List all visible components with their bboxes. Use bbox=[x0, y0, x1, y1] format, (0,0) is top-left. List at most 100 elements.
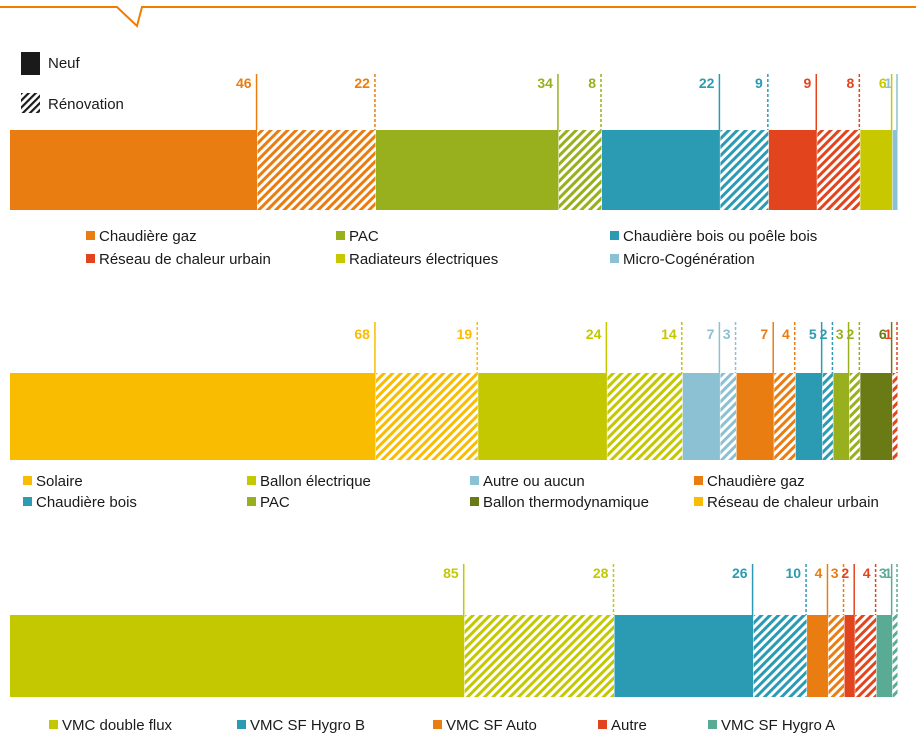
legend-swatch-0-radiateurs-electriques bbox=[336, 254, 345, 263]
value-label-0-micro-cogeneration-neuf: 1 bbox=[884, 75, 892, 91]
bar-segment-1-solaire-neuf bbox=[10, 373, 376, 460]
value-label-2-vmc-sf-hygro-a-neuf: 3 bbox=[879, 565, 887, 581]
legend-swatch-2-vmc-sf-hygro-a bbox=[708, 720, 717, 729]
bar-segment-2-vmc-sf-auto-renovation bbox=[828, 615, 845, 697]
bar-segment-1-chaudiere-bois-renovation bbox=[822, 373, 833, 460]
value-label-1-pac-renovation: 2 bbox=[847, 326, 855, 342]
legend-swatch-1-reseau-de-chaleur-urbain bbox=[694, 497, 703, 506]
bar-segment-0-pac-neuf bbox=[375, 130, 559, 210]
legend-swatch-2-autre bbox=[598, 720, 607, 729]
value-label-1-ballon-thermodynamique-neuf: 6 bbox=[879, 326, 887, 342]
legend-label-1-reseau-de-chaleur-urbain: Réseau de chaleur urbain bbox=[707, 494, 879, 511]
legend-label-1-autre-ou-aucun: Autre ou aucun bbox=[483, 473, 585, 490]
bar-segment-2-vmc-sf-hygro-b-neuf bbox=[614, 615, 754, 697]
bar-segment-1-ballon-electrique-renovation bbox=[607, 373, 683, 460]
legend-swatch-1-autre-ou-aucun bbox=[470, 476, 479, 485]
legend-swatch-0-micro-cogeneration bbox=[610, 254, 619, 263]
legend-label-1-ballon-thermodynamique: Ballon thermodynamique bbox=[483, 494, 649, 511]
legend-swatch-1-pac bbox=[247, 497, 256, 506]
value-label-0-chaudiere-gaz-renovation: 22 bbox=[354, 75, 370, 91]
value-label-0-chaudiere-bois-ou-poele-bois-neuf: 22 bbox=[699, 75, 715, 91]
value-label-2-vmc-double-flux-neuf: 85 bbox=[443, 565, 459, 581]
legend-label-0-chaudiere-gaz: Chaudière gaz bbox=[99, 228, 197, 245]
bar-segment-2-autre-neuf bbox=[844, 615, 855, 697]
bar-segment-1-chaudiere-bois-neuf bbox=[795, 373, 823, 460]
legend-label-0-pac: PAC bbox=[349, 228, 379, 245]
bar-segment-2-vmc-double-flux-renovation bbox=[464, 615, 614, 697]
legend-swatch-1-chaudiere-gaz bbox=[694, 476, 703, 485]
legend-swatch-1-chaudiere-bois bbox=[23, 497, 32, 506]
value-label-1-autre-ou-aucun-renovation: 3 bbox=[723, 326, 731, 342]
key-new-swatch bbox=[21, 52, 40, 75]
legend-label-2-vmc-double-flux: VMC double flux bbox=[62, 717, 173, 734]
bar-segment-0-chaudiere-bois-ou-poele-bois-renovation bbox=[720, 130, 769, 210]
bar-segment-0-chaudiere-bois-ou-poele-bois-neuf bbox=[602, 130, 720, 210]
bar-segment-0-pac-renovation bbox=[558, 130, 602, 210]
legend-label-0-radiateurs-electriques: Radiateurs électriques bbox=[349, 251, 498, 268]
value-label-0-pac-renovation: 8 bbox=[588, 75, 596, 91]
bar-segment-1-solaire-renovation bbox=[375, 373, 478, 460]
bar-segment-1-chaudiere-gaz-renovation bbox=[774, 373, 796, 460]
legend-label-1-chaudiere-gaz: Chaudière gaz bbox=[707, 473, 805, 490]
value-label-2-vmc-sf-hygro-b-renovation: 10 bbox=[785, 565, 801, 581]
value-label-1-chaudiere-bois-neuf: 5 bbox=[809, 326, 817, 342]
bar-segment-2-vmc-sf-hygro-a-neuf bbox=[876, 615, 893, 697]
legend-swatch-1-solaire bbox=[23, 476, 32, 485]
value-label-1-chaudiere-gaz-neuf: 7 bbox=[760, 326, 768, 342]
bar-segment-0-micro-cogeneration-neuf bbox=[892, 130, 898, 210]
bar-segment-0-radiateurs-electriques-neuf bbox=[860, 130, 893, 210]
legend-label-2-vmc-sf-hygro-b: VMC SF Hygro B bbox=[250, 717, 365, 734]
value-label-1-ballon-electrique-neuf: 24 bbox=[586, 326, 602, 342]
bar-segment-2-vmc-double-flux-neuf bbox=[10, 615, 465, 697]
value-label-0-reseau-de-chaleur-urbain-neuf: 9 bbox=[803, 75, 811, 91]
value-label-0-radiateurs-electriques-neuf: 6 bbox=[879, 75, 887, 91]
legend-label-2-vmc-sf-hygro-a: VMC SF Hygro A bbox=[721, 717, 835, 734]
bar-segment-2-vmc-sf-hygro-a-renovation bbox=[892, 615, 898, 697]
value-label-2-autre-renovation: 4 bbox=[863, 565, 871, 581]
legend-swatch-1-ballon-electrique bbox=[247, 476, 256, 485]
legend-swatch-2-vmc-sf-auto bbox=[433, 720, 442, 729]
value-label-2-vmc-double-flux-renovation: 28 bbox=[593, 565, 609, 581]
bar-segment-0-reseau-de-chaleur-urbain-neuf bbox=[768, 130, 817, 210]
value-label-1-pac-neuf: 3 bbox=[836, 326, 844, 342]
bar-segment-2-vmc-sf-hygro-b-renovation bbox=[753, 615, 807, 697]
bar-segment-1-ballon-thermodynamique-neuf bbox=[860, 373, 893, 460]
bar-segment-1-reseau-de-chaleur-urbain-renovation bbox=[892, 373, 898, 460]
value-label-2-vmc-sf-hygro-b-neuf: 26 bbox=[732, 565, 748, 581]
bar-segment-0-reseau-de-chaleur-urbain-renovation bbox=[817, 130, 860, 210]
legend-label-0-chaudiere-bois-ou-poele-bois: Chaudière bois ou poêle bois bbox=[623, 228, 817, 245]
legend-swatch-0-reseau-de-chaleur-urbain bbox=[86, 254, 95, 263]
bar-segment-0-chaudiere-gaz-renovation bbox=[257, 130, 376, 210]
legend-label-1-chaudiere-bois: Chaudière bois bbox=[36, 494, 137, 511]
value-label-2-vmc-sf-auto-neuf: 4 bbox=[815, 565, 823, 581]
legend-swatch-2-vmc-sf-hygro-b bbox=[237, 720, 246, 729]
legend-label-1-pac: PAC bbox=[260, 494, 290, 511]
value-label-0-pac-neuf: 34 bbox=[537, 75, 553, 91]
value-label-2-autre-neuf: 2 bbox=[841, 565, 849, 581]
bar-segment-2-vmc-sf-auto-neuf bbox=[807, 615, 828, 697]
legend-swatch-0-pac bbox=[336, 231, 345, 240]
bar-segment-2-autre-renovation bbox=[855, 615, 877, 697]
value-label-1-ballon-electrique-renovation: 14 bbox=[661, 326, 677, 342]
legend-label-2-autre: Autre bbox=[611, 717, 647, 734]
legend-label-2-vmc-sf-auto: VMC SF Auto bbox=[446, 717, 537, 734]
bar-segment-1-pac-neuf bbox=[833, 373, 850, 460]
value-label-2-vmc-sf-hygro-a-renovation: 1 bbox=[884, 565, 892, 581]
legend-label-1-ballon-electrique: Ballon électrique bbox=[260, 473, 371, 490]
key: Neuf Rénovation bbox=[21, 52, 124, 113]
legend-swatch-2-vmc-double-flux bbox=[49, 720, 58, 729]
value-label-1-solaire-neuf: 68 bbox=[354, 326, 370, 342]
key-renovation-swatch bbox=[21, 93, 40, 113]
bar-segment-1-autre-ou-aucun-neuf bbox=[682, 373, 720, 460]
legend-label-0-micro-cogeneration: Micro-Cogénération bbox=[623, 251, 755, 268]
key-renovation-label: Rénovation bbox=[48, 96, 124, 113]
bar-segment-1-chaudiere-gaz-neuf bbox=[736, 373, 774, 460]
value-label-1-chaudiere-bois-renovation: 2 bbox=[820, 326, 828, 342]
key-new-label: Neuf bbox=[48, 55, 81, 72]
value-label-1-solaire-renovation: 19 bbox=[457, 326, 473, 342]
bar-segment-1-pac-renovation bbox=[849, 373, 860, 460]
legend-label-1-solaire: Solaire bbox=[36, 473, 83, 490]
